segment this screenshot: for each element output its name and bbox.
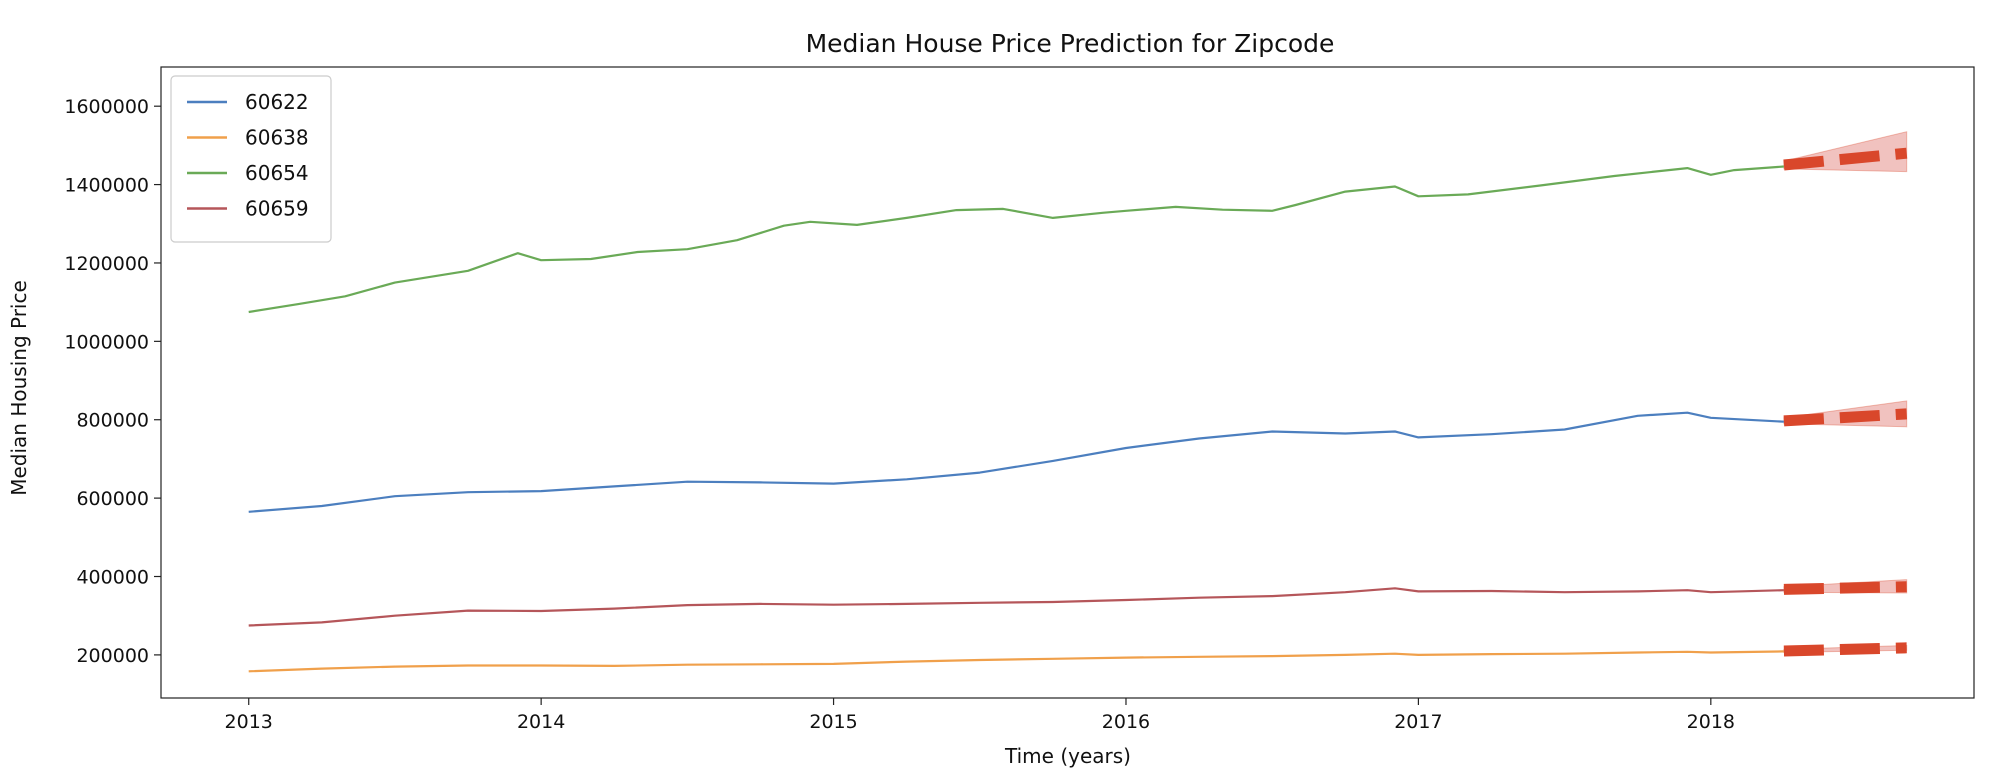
- series-line-60654: [248, 165, 1784, 314]
- forecast-lines: [1783, 147, 1908, 657]
- x-axis: 2013 2014 2015 2016 2017 2018: [225, 698, 1735, 733]
- y-axis: 200000 400000 600000 800000 1000000 1200000 14…: [64, 96, 161, 667]
- forecast-line-60622: [1783, 408, 1908, 427]
- y-tick-label: 800000: [76, 410, 149, 432]
- y-tick-label: 200000: [76, 645, 149, 667]
- series-line-60638: [248, 650, 1784, 673]
- y-axis-label: Median Housing Price: [7, 280, 31, 496]
- confidence-bands: [1783, 131, 1908, 654]
- forecast-line-60638: [1783, 642, 1907, 657]
- series-line-60659: [248, 587, 1784, 627]
- x-tick-label: 2016: [1102, 711, 1150, 733]
- x-tick-label: 2017: [1394, 711, 1442, 733]
- x-tick-label: 2015: [809, 711, 857, 733]
- legend-frame: [170, 75, 332, 243]
- chart-title: Median House Price Prediction for Zipcod…: [806, 29, 1335, 58]
- y-tick-label: 1400000: [64, 175, 149, 197]
- series-lines: [248, 165, 1784, 673]
- y-tick-label: 400000: [76, 567, 149, 589]
- forecast-line-60659: [1783, 581, 1907, 595]
- legend-label-60638: 60638: [245, 126, 309, 150]
- legend-label-60659: 60659: [245, 197, 309, 221]
- forecast-line-60654: [1783, 147, 1908, 171]
- series-line-60622: [248, 411, 1784, 513]
- plot-area: [160, 66, 1975, 699]
- y-tick-label: 1000000: [64, 331, 149, 353]
- y-tick-label: 1200000: [64, 253, 149, 275]
- legend-label-60622: 60622: [245, 90, 309, 114]
- legend: 60622 60638 60654 60659: [170, 75, 332, 243]
- x-tick-label: 2018: [1687, 711, 1735, 733]
- x-axis-label: Time (years): [1004, 744, 1131, 768]
- legend-label-60654: 60654: [245, 161, 309, 185]
- y-tick-label: 1600000: [64, 96, 149, 118]
- y-tick-label: 600000: [76, 488, 149, 510]
- x-tick-label: 2013: [225, 711, 273, 733]
- x-tick-label: 2014: [517, 711, 565, 733]
